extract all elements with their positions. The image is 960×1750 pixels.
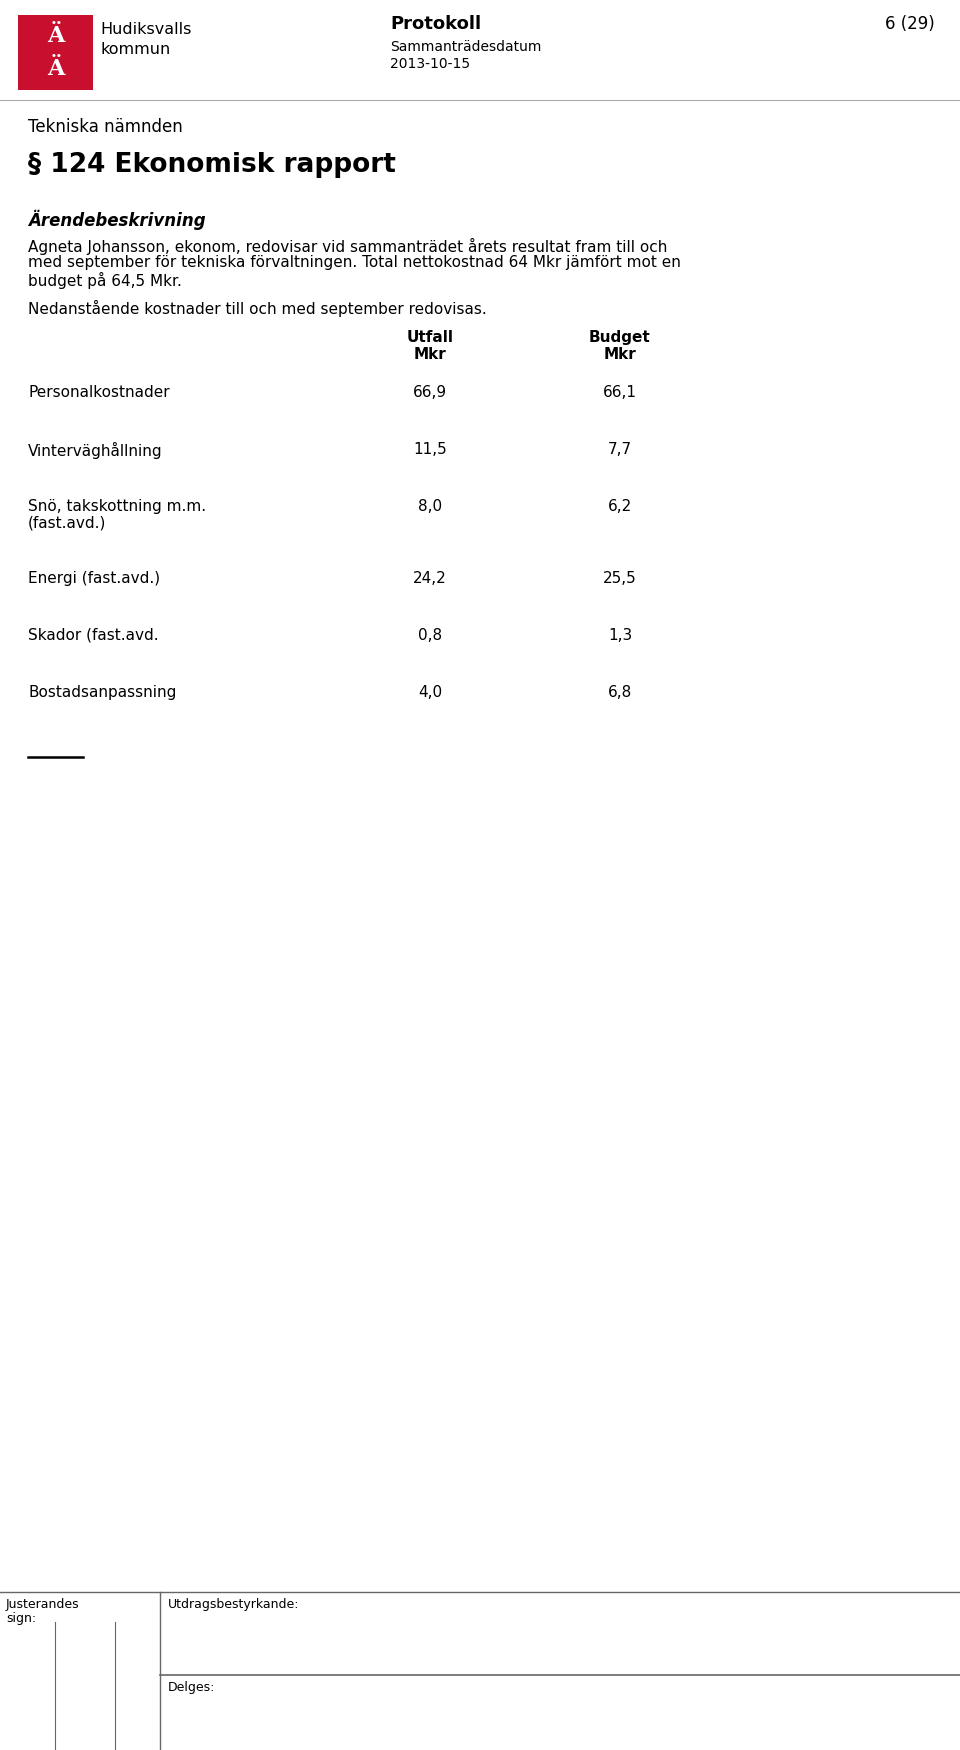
Text: budget på 64,5 Mkr.: budget på 64,5 Mkr.: [28, 271, 181, 289]
Text: 8,0: 8,0: [418, 499, 442, 514]
Text: Vinterväghållning: Vinterväghållning: [28, 443, 162, 458]
Text: Mkr: Mkr: [414, 346, 446, 362]
Text: Protokoll: Protokoll: [390, 16, 481, 33]
Text: Tekniska nämnden: Tekniska nämnden: [28, 117, 182, 136]
Text: Snö, takskottning m.m.: Snö, takskottning m.m.: [28, 499, 206, 514]
Text: Mkr: Mkr: [604, 346, 636, 362]
Text: Agneta Johansson, ekonom, redovisar vid sammanträdet årets resultat fram till oc: Agneta Johansson, ekonom, redovisar vid …: [28, 238, 667, 256]
Text: Bostadsanpassning: Bostadsanpassning: [28, 684, 177, 700]
Text: 6 (29): 6 (29): [885, 16, 935, 33]
Text: 66,1: 66,1: [603, 385, 637, 401]
Text: 2013-10-15: 2013-10-15: [390, 58, 470, 72]
Text: 1,3: 1,3: [608, 628, 632, 642]
Text: Utfall: Utfall: [406, 331, 453, 345]
Text: Ä: Ä: [47, 58, 64, 80]
Text: Sammanträdesdatum: Sammanträdesdatum: [390, 40, 541, 54]
Text: (fast.avd.): (fast.avd.): [28, 516, 107, 530]
Text: § 124 Ekonomisk rapport: § 124 Ekonomisk rapport: [28, 152, 396, 178]
Text: Skador (fast.avd.: Skador (fast.avd.: [28, 628, 158, 642]
Text: Utdragsbestyrkande:: Utdragsbestyrkande:: [168, 1598, 300, 1612]
Text: 4,0: 4,0: [418, 684, 442, 700]
Text: 6,2: 6,2: [608, 499, 632, 514]
Text: 6,8: 6,8: [608, 684, 632, 700]
Text: 7,7: 7,7: [608, 443, 632, 457]
Text: Ärendebeskrivning: Ärendebeskrivning: [28, 210, 205, 231]
Text: Justerandes: Justerandes: [6, 1598, 80, 1612]
Text: 0,8: 0,8: [418, 628, 442, 642]
Text: Personalkostnader: Personalkostnader: [28, 385, 170, 401]
Text: med september för tekniska förvaltningen. Total nettokostnad 64 Mkr jämfört mot : med september för tekniska förvaltningen…: [28, 255, 681, 270]
Text: 24,2: 24,2: [413, 570, 446, 586]
Bar: [18, 16, 93, 89]
Text: kommun: kommun: [100, 42, 170, 58]
Text: 66,9: 66,9: [413, 385, 447, 401]
Text: Energi (fast.avd.): Energi (fast.avd.): [28, 570, 160, 586]
Text: sign:: sign:: [6, 1612, 36, 1626]
Text: 11,5: 11,5: [413, 443, 446, 457]
Text: Ä: Ä: [47, 24, 64, 47]
Text: Hudiksvalls: Hudiksvalls: [100, 23, 191, 37]
Text: Nedanstående kostnader till och med september redovisas.: Nedanstående kostnader till och med sept…: [28, 299, 487, 317]
Text: Budget: Budget: [589, 331, 651, 345]
Text: 25,5: 25,5: [603, 570, 636, 586]
Text: Delges:: Delges:: [168, 1682, 215, 1694]
